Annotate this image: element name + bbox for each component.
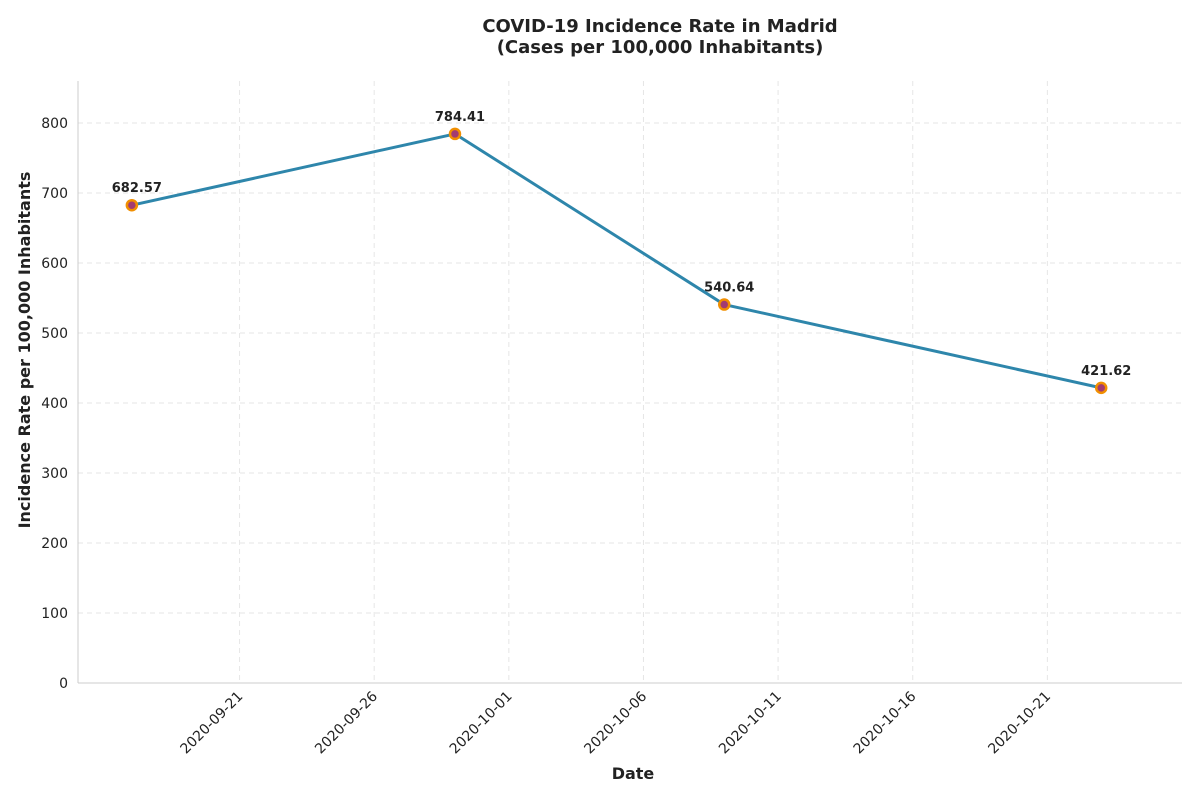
data-label: 784.41 <box>435 110 485 125</box>
y-tick-label: 200 <box>41 536 68 552</box>
x-tick-label: 2020-09-26 <box>312 688 381 757</box>
y-tick-label: 500 <box>41 326 68 342</box>
y-tick-label: 100 <box>41 606 68 622</box>
data-label: 682.57 <box>112 181 162 196</box>
data-point <box>125 198 139 212</box>
series-line <box>130 132 1103 390</box>
data-point <box>717 298 731 311</box>
y-axis-label: Incidence Rate per 100,000 Inhabitants <box>15 172 34 529</box>
x-tick-label: 2020-10-16 <box>851 688 920 757</box>
x-tick-label: 2020-10-11 <box>716 689 785 758</box>
axes: 0 100 200 300 400 500 600 700 800 2020-09-21 2020-… <box>41 81 1182 757</box>
chart-title: COVID-19 Incidence Rate in Madrid <box>482 16 837 37</box>
data-point <box>448 127 462 141</box>
y-tick-label: 800 <box>41 116 68 132</box>
data-point <box>1094 381 1108 395</box>
series: 682.57 784.41 540.64 421.62 <box>112 110 1131 395</box>
x-tick-label: 2020-10-06 <box>581 688 650 757</box>
chart-subtitle: (Cases per 100,000 Inhabitants) <box>497 37 824 58</box>
x-tick-label: 2020-10-01 <box>447 689 516 758</box>
x-tick-label: 2020-10-21 <box>985 689 1054 758</box>
grid <box>78 81 1182 683</box>
y-tick-label: 700 <box>41 186 68 202</box>
y-tick-label: 600 <box>41 256 68 272</box>
y-tick-label: 400 <box>41 396 68 412</box>
data-label: 540.64 <box>704 281 754 296</box>
data-label: 421.62 <box>1081 364 1131 379</box>
x-axis-label: Date <box>612 764 655 783</box>
x-tick-label: 2020-09-21 <box>178 689 247 758</box>
y-tick-label: 0 <box>59 676 68 692</box>
y-tick-label: 300 <box>41 466 68 482</box>
